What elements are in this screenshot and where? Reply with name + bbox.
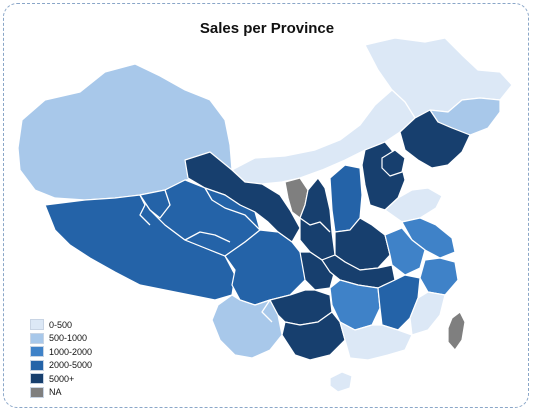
region-beijing[interactable]	[381, 149, 406, 177]
region-liaoning[interactable]	[399, 109, 471, 169]
legend-item-0-500: 0-500	[30, 318, 92, 332]
region-yunnan[interactable]	[211, 294, 283, 359]
legend-swatch	[30, 373, 44, 385]
legend-item-5000-plus: 5000+	[30, 372, 92, 386]
region-taiwan[interactable]	[447, 311, 466, 351]
legend-label: 0-500	[49, 319, 73, 330]
legend-item-2000-5000: 2000-5000	[30, 359, 92, 373]
region-hunan[interactable]	[329, 279, 381, 331]
legend-label: 1000-2000	[49, 346, 93, 357]
legend-swatch	[30, 319, 44, 331]
legend-label: 5000+	[49, 373, 75, 384]
region-anhui[interactable]	[384, 227, 426, 276]
legend-swatch	[30, 386, 44, 398]
map-title: Sales per Province	[199, 20, 335, 37]
legend-swatch	[30, 346, 44, 358]
region-xinjiang[interactable]	[17, 63, 233, 201]
region-guangdong[interactable]	[339, 321, 413, 361]
legend-swatch	[30, 359, 44, 371]
region-fujian[interactable]	[409, 291, 446, 336]
legend-item-1000-2000: 1000-2000	[30, 345, 92, 359]
legend-label: 2000-5000	[49, 360, 93, 371]
region-chongqing[interactable]	[299, 251, 336, 291]
legend-label: 500-1000	[49, 333, 88, 344]
region-zhejiang[interactable]	[419, 257, 459, 296]
legend-item-na: NA	[30, 386, 92, 400]
legend-label: NA	[49, 387, 62, 398]
legend-swatch	[30, 332, 44, 344]
region-hainan[interactable]	[329, 371, 353, 393]
legend-item-500-1000: 500-1000	[30, 332, 92, 346]
map-legend: 0-500 500-1000 1000-2000 2000-5000 5000+…	[30, 318, 92, 399]
province-boundaries	[139, 187, 331, 323]
region-shaanxi[interactable]	[299, 177, 336, 261]
